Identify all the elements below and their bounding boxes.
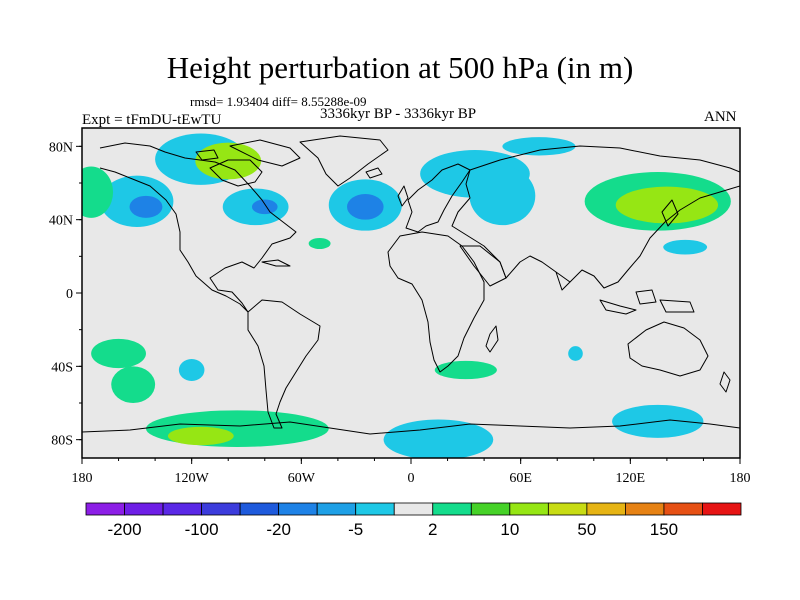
- y-tick-label: 80N: [49, 140, 73, 155]
- colorbar-label: 10: [500, 520, 519, 539]
- colorbar-label: -200: [108, 520, 142, 539]
- anomaly-patch: [145, 410, 329, 447]
- anomaly-patch: [308, 238, 331, 249]
- x-tick-label: 60E: [509, 471, 532, 486]
- colorbar-label: -20: [266, 520, 291, 539]
- colorbar-swatch: [586, 502, 626, 516]
- anomaly-patch: [615, 186, 719, 224]
- anomaly-patch: [469, 166, 536, 226]
- anomaly-patch: [568, 346, 583, 361]
- colorbar-swatch: [509, 502, 549, 516]
- x-tick-label: 120W: [175, 471, 210, 486]
- plot-title: Height perturbation at 500 hPa (in m): [166, 50, 634, 85]
- colorbar-swatch: [432, 502, 472, 516]
- x-tick-label: 180: [730, 471, 751, 486]
- y-axis: 80N 40N 0 40S 80S: [49, 140, 82, 449]
- anomaly-patch: [82, 166, 114, 218]
- period-label: 3336kyr BP - 3336kyr BP: [320, 106, 477, 122]
- stats-label: rmsd= 1.93404 diff= 8.55288e-09: [190, 94, 367, 109]
- anomaly-patch: [434, 360, 497, 380]
- colorbar-swatch: [278, 502, 318, 516]
- anomaly-fields: [82, 133, 731, 458]
- colorbar-swatch: [316, 502, 357, 516]
- season-label: ANN: [704, 109, 737, 125]
- colorbar-swatch: [162, 502, 202, 516]
- y-tick-label: 0: [66, 287, 73, 302]
- anomaly-patch: [111, 366, 156, 403]
- anomaly-patch: [91, 338, 146, 369]
- anomaly-patch: [502, 137, 576, 156]
- colorbar-swatch: [124, 502, 164, 516]
- anomaly-patch: [383, 419, 494, 458]
- colorbar-swatch: [663, 502, 703, 516]
- colorbar-label: 50: [577, 520, 596, 539]
- colorbar-swatch: [547, 502, 588, 516]
- y-tick-label: 80S: [51, 434, 73, 449]
- anomaly-patch: [347, 194, 384, 220]
- colorbar-swatch: [355, 502, 395, 516]
- anomaly-patch: [178, 359, 205, 381]
- colorbar-swatch: [239, 502, 280, 516]
- colorbar-swatch: [201, 502, 241, 516]
- experiment-label: Expt = tFmDU-tEwTU: [82, 112, 222, 128]
- colorbar-label: 2: [428, 520, 437, 539]
- anomaly-patch: [663, 239, 708, 255]
- anomaly-patch: [129, 195, 163, 218]
- y-tick-label: 40N: [49, 214, 73, 229]
- x-tick-label: 60W: [288, 471, 316, 486]
- y-tick-label: 40S: [51, 360, 73, 375]
- colorbar-swatch: [393, 502, 434, 516]
- colorbar-swatch: [625, 502, 665, 516]
- x-tick-label: 0: [408, 471, 415, 486]
- colorbar-label: -100: [185, 520, 219, 539]
- anomaly-patch: [167, 426, 234, 446]
- colorbar-label: 150: [650, 520, 678, 539]
- colorbar-swatch: [85, 502, 125, 516]
- colorbar-swatch: [702, 502, 742, 516]
- x-tick-label: 120E: [616, 471, 646, 486]
- anomaly-patch: [251, 199, 278, 215]
- coastlines: [82, 135, 740, 435]
- x-axis: 180 120W 60W 0 60E 120E 180: [72, 458, 751, 486]
- colorbar: -200 -100 -20 -5 2 10 50 150: [85, 502, 742, 539]
- colorbar-label: -5: [348, 520, 363, 539]
- x-tick-label: 180: [72, 471, 93, 486]
- colorbar-swatch: [470, 502, 511, 516]
